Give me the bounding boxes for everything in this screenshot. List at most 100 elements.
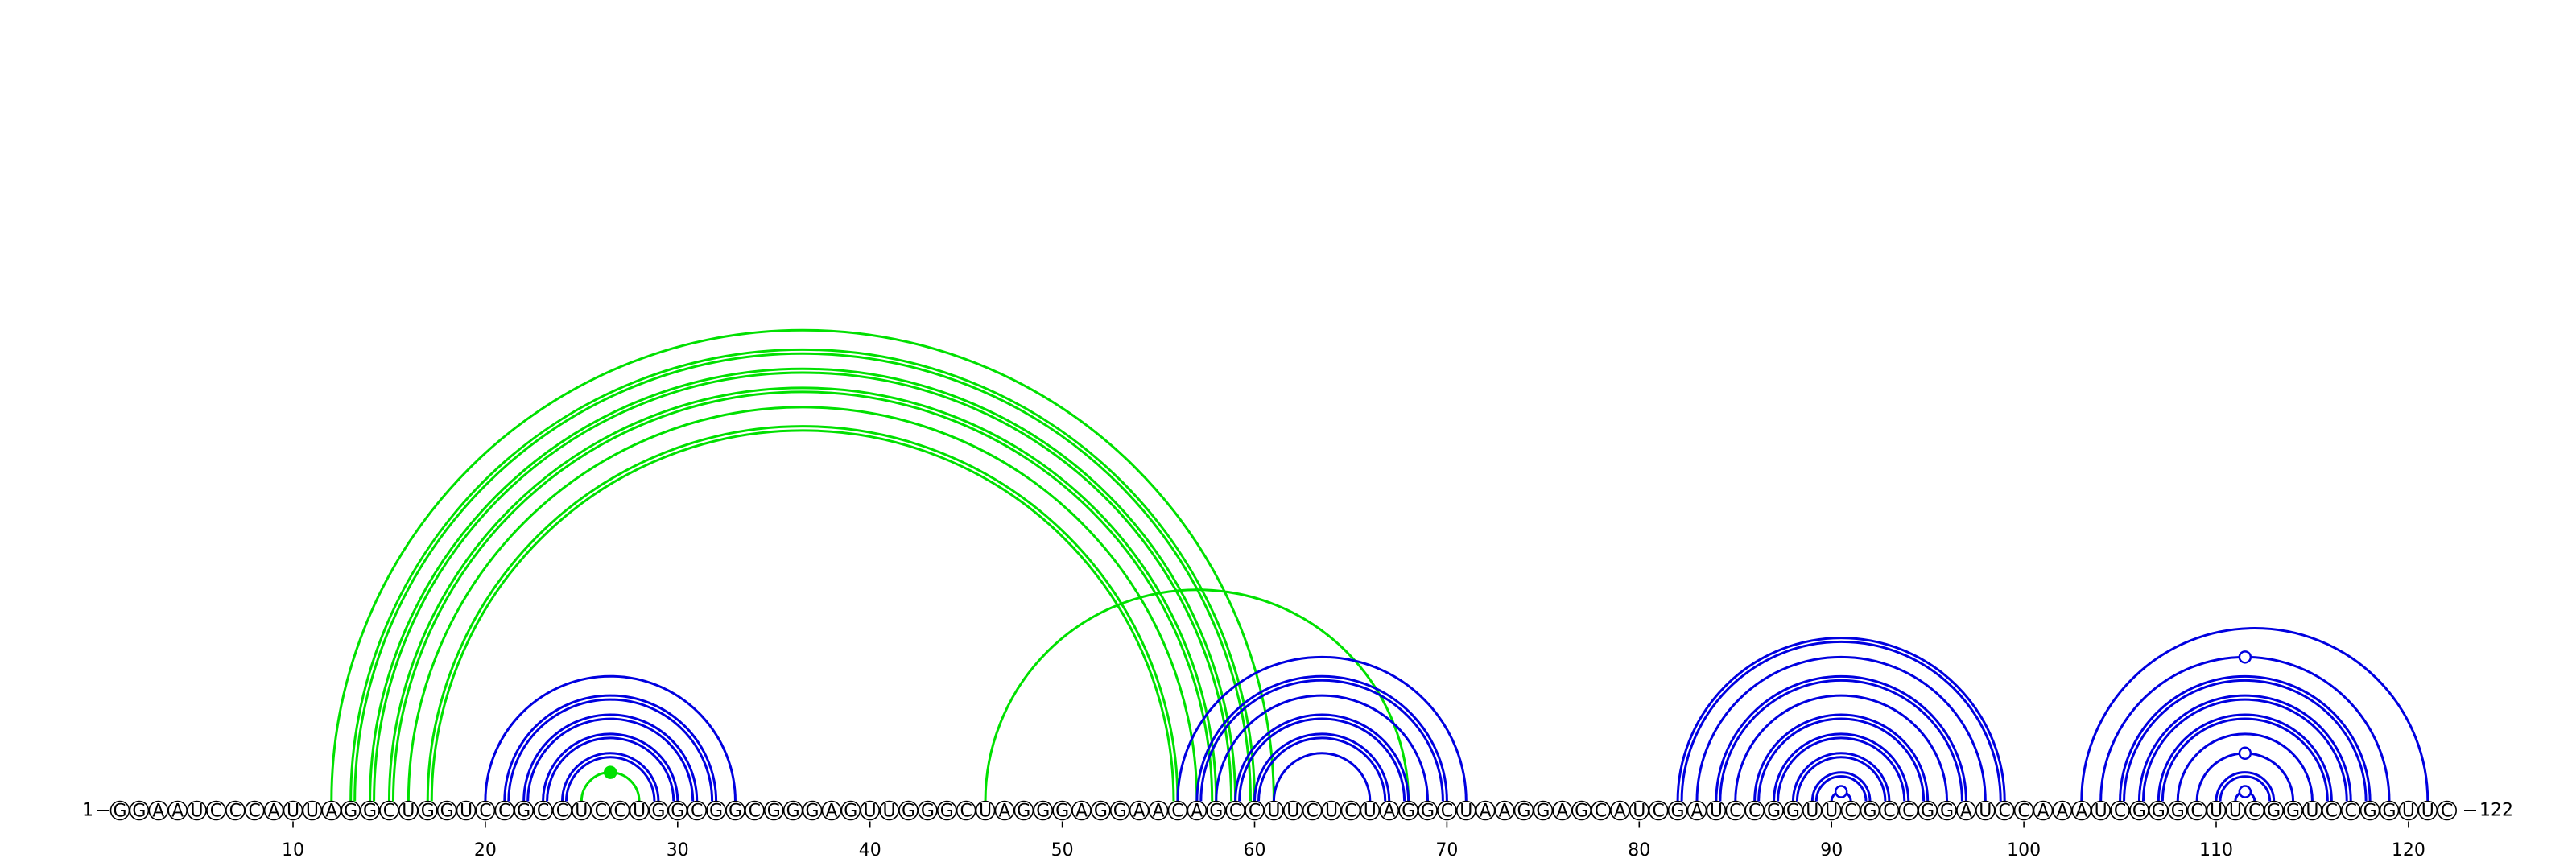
nucleotide-circle bbox=[802, 800, 823, 821]
nucleotide-117: C bbox=[2340, 800, 2361, 822]
nucleotide-12: A bbox=[321, 800, 342, 822]
arc-path-inner bbox=[430, 429, 1175, 802]
arc-path-inner bbox=[1757, 717, 1926, 802]
nucleotide-letter: C bbox=[1844, 802, 1856, 822]
base-pair-arc-89-92 bbox=[1810, 771, 1872, 802]
nucleotide-100: C bbox=[2013, 800, 2034, 822]
nucleotide-18: G bbox=[436, 800, 457, 822]
nucleotide-circle bbox=[1879, 800, 1900, 821]
nucleotide-circle bbox=[2379, 800, 2400, 821]
tick-label: 70 bbox=[1435, 840, 1458, 858]
nucleotide-circle bbox=[1918, 800, 1938, 821]
nucleotide-letter: C bbox=[691, 802, 703, 822]
nucleotide-letter: U bbox=[1979, 802, 1992, 822]
nucleotide-circle bbox=[956, 800, 976, 821]
tick-label: 90 bbox=[1820, 840, 1843, 858]
nucleotide-letter: U bbox=[402, 802, 415, 822]
arc-path-inner bbox=[391, 390, 1214, 802]
nucleotide-letter: A bbox=[152, 802, 164, 822]
nucleotide-26: C bbox=[590, 800, 611, 822]
nucleotide-17: G bbox=[417, 800, 438, 822]
nucleotide-circle bbox=[1975, 800, 1996, 821]
nucleotide-letter: C bbox=[2190, 802, 2202, 822]
nucleotide-circle bbox=[1667, 800, 1688, 821]
nucleotide-letter: C bbox=[1883, 802, 1895, 822]
arc-path bbox=[484, 674, 737, 802]
arc-path-inner bbox=[1199, 679, 1444, 802]
nucleotide-letter: U bbox=[2306, 802, 2318, 822]
arc-path bbox=[2157, 713, 2333, 802]
base-pair-arc-58-69 bbox=[1215, 694, 1430, 802]
nucleotide-circle bbox=[648, 800, 669, 821]
nucleotide-circle bbox=[2110, 800, 2130, 821]
nucleotide-letter: A bbox=[1133, 802, 1146, 822]
nucleotide-letter: U bbox=[1459, 802, 1472, 822]
arc-path-inner bbox=[1777, 736, 1906, 802]
nucleotide-circle bbox=[782, 800, 803, 821]
nucleotide-circle bbox=[398, 800, 419, 821]
arc-path-inner bbox=[2123, 679, 2368, 802]
sequence-backbone: 1 122 bbox=[82, 801, 2513, 821]
nucleotide-letter: C bbox=[556, 802, 568, 822]
nucleotide-circle bbox=[2206, 800, 2227, 821]
arc-path-inner bbox=[1795, 756, 1887, 802]
tick-label: 50 bbox=[1051, 840, 1074, 858]
nucleotide-circle bbox=[2033, 800, 2054, 821]
nucleotide-circle bbox=[1033, 800, 1054, 821]
nucleotide-77: G bbox=[1571, 800, 1591, 822]
nucleotide-letter: C bbox=[383, 802, 395, 822]
nucleotide-69: G bbox=[1418, 800, 1438, 822]
nucleotide-circle bbox=[1956, 800, 1976, 821]
nucleotide-letter: C bbox=[2441, 802, 2453, 822]
nucleotide-letter: G bbox=[1940, 802, 1954, 822]
nucleotide-circle bbox=[2302, 800, 2322, 821]
nucleotide-letter: U bbox=[306, 802, 319, 822]
arc-path bbox=[1234, 713, 1410, 802]
arc-path bbox=[1195, 674, 1448, 802]
nucleotide-circle bbox=[552, 800, 572, 821]
nucleotide-circle bbox=[2437, 800, 2457, 821]
nucleotide-circle bbox=[2167, 800, 2188, 821]
nucleotide-118: G bbox=[2359, 800, 2380, 822]
arc-path bbox=[1272, 752, 1372, 802]
arc-path-inner bbox=[1257, 736, 1387, 802]
nucleotide-circle bbox=[1994, 800, 2015, 821]
nucleotide-49: G bbox=[1033, 800, 1054, 822]
base-pair-arc-57-70 bbox=[1195, 674, 1448, 802]
nucleotide-letter: U bbox=[1710, 802, 1723, 822]
arc-path bbox=[387, 386, 1218, 802]
nucleotide-88: G bbox=[1783, 800, 1803, 822]
nucleotide-circle bbox=[629, 800, 650, 821]
nucleotide-circle bbox=[1552, 800, 1573, 821]
nucleotide-115: U bbox=[2302, 800, 2322, 822]
arc-path bbox=[503, 694, 718, 802]
nucleotide-113: G bbox=[2264, 800, 2284, 822]
nucleotide-56: C bbox=[1167, 800, 1188, 822]
nucleotide-101: A bbox=[2033, 800, 2054, 822]
base-pair-arc-86-95 bbox=[1753, 713, 1930, 802]
nucleotide-circle bbox=[840, 800, 861, 821]
nucleotide-circle bbox=[1494, 800, 1515, 821]
tick-label: 80 bbox=[1628, 840, 1650, 858]
nucleotide-circle bbox=[436, 800, 457, 821]
nucleotide-circle bbox=[2091, 800, 2111, 821]
arc-path bbox=[2137, 694, 2352, 802]
nucleotide-letter: A bbox=[1499, 802, 1511, 822]
nucleotide-letter: U bbox=[2210, 802, 2223, 822]
arc-marker bbox=[2238, 650, 2252, 664]
arc-path bbox=[349, 348, 1257, 802]
nucleotide-54: A bbox=[1129, 800, 1150, 822]
nucleotide-letter: G bbox=[2132, 802, 2146, 822]
nucleotide-15: C bbox=[379, 800, 399, 822]
nucleotide-32: G bbox=[706, 800, 726, 822]
tick-label: 10 bbox=[282, 840, 304, 858]
nucleotide-letter: A bbox=[1191, 802, 1203, 822]
nucleotide-circle bbox=[1418, 800, 1438, 821]
nucleotide-letter: U bbox=[460, 802, 473, 822]
arc-marker bbox=[603, 765, 617, 779]
arc-path bbox=[1715, 674, 1967, 802]
base-pair-arc-59-68 bbox=[1234, 713, 1410, 802]
arc-path-inner bbox=[353, 352, 1253, 802]
nucleotide-11: U bbox=[302, 800, 323, 822]
